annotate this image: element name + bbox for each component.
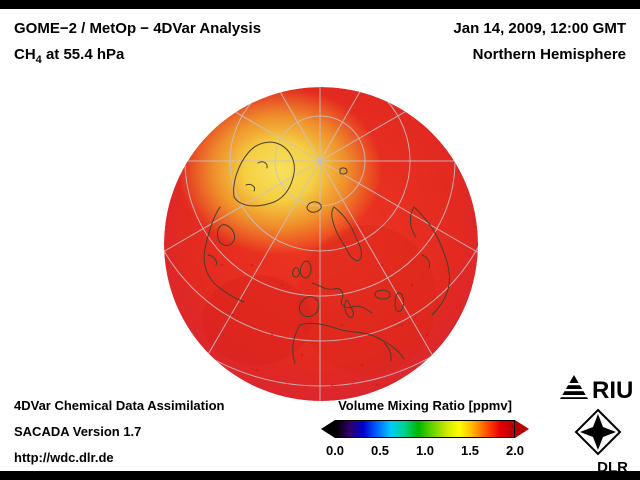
data-speckles (220, 263, 429, 387)
coastlines (203, 141, 450, 364)
plot-datetime: Jan 14, 2009, 12:00 GMT Northern Hemisph… (453, 16, 626, 68)
colorbar-row (321, 420, 529, 438)
tick-label: 2.0 (505, 443, 525, 458)
pole-point (318, 159, 322, 163)
globe-map (164, 87, 478, 401)
riu-logo-text: RIU (592, 377, 633, 403)
assimilation-label: 4DVar Chemical Data Assimilation (14, 398, 225, 413)
dlr-mark-icon (574, 408, 622, 456)
version-label: SACADA Version 1.7 (14, 424, 142, 439)
tick-label: 0.5 (370, 443, 390, 458)
colorbar-gradient (335, 420, 515, 438)
red-blotch (297, 225, 437, 375)
tick-label: 0.0 (325, 443, 345, 458)
title-line1: GOME−2 / MetOp − 4DVar Analysis (14, 20, 262, 37)
tick-label: 1.0 (415, 443, 435, 458)
riu-logo: RIU (557, 375, 633, 403)
footer-credits: 4DVar Chemical Data Assimilation SACADA … (14, 398, 225, 476)
colorbar: Volume Mixing Ratio [ppmv] 0.0 0.5 1.0 1… (321, 398, 529, 459)
colorbar-title: Volume Mixing Ratio [ppmv] (338, 398, 512, 413)
hemisphere-line: Northern Hemisphere (472, 46, 626, 63)
riu-triangle-icon (560, 375, 588, 399)
colorbar-right-arrow (515, 420, 529, 438)
dlr-logo: DLR (574, 408, 630, 476)
url-label: http://wdc.dlr.de (14, 450, 114, 465)
colorbar-ticks: 0.0 0.5 1.0 1.5 2.0 (326, 443, 524, 459)
title-line2: CH4 at 55.4 hPa (14, 46, 125, 66)
colorbar-left-arrow (321, 420, 335, 438)
plot-title: GOME−2 / MetOp − 4DVar Analysis CH4 at 5… (14, 16, 261, 73)
graticule (164, 87, 478, 401)
tick-label: 1.5 (460, 443, 480, 458)
datetime-line: Jan 14, 2009, 12:00 GMT (453, 20, 626, 37)
dlr-logo-text: DLR (597, 459, 628, 476)
top-black-bar (0, 0, 640, 9)
bottom-black-bar (0, 471, 640, 480)
red-blotch (202, 275, 312, 365)
ch4-low-hotspot (178, 87, 382, 255)
